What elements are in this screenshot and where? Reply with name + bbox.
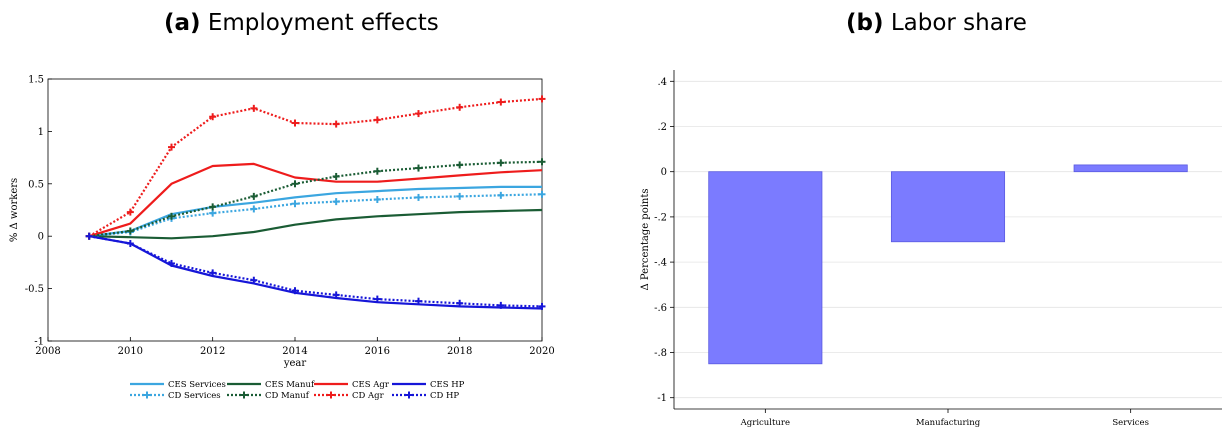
x-tick-label: 2020 [529, 346, 554, 357]
series-ces-services [89, 185, 542, 238]
y-tick-label: -0.5 [25, 284, 44, 295]
x-axis-label: year [283, 358, 307, 369]
legend-label-cd-agr: CD Agr [352, 391, 385, 401]
bar-agriculture [708, 171, 823, 365]
employment-effects-line-chart: 2008 2010 2012 2014 2016 2018 2020 -1 -0.5 0 0.5 1 1… [9, 75, 555, 402]
x-tick-label: 2012 [200, 346, 225, 357]
series-cd-manuf [85, 158, 546, 240]
series-line-ces-manuf [89, 208, 543, 240]
y-axis-label: Δ Percentage points [640, 188, 651, 290]
x-tick-label: 2016 [365, 346, 390, 357]
legend-label-ces-manuf: CES Manuf [265, 380, 315, 390]
y-tick-label: -.6 [654, 303, 667, 314]
y-tick-label: 1.5 [28, 75, 44, 86]
legend-label-ces-agr: CES Agr [352, 380, 390, 390]
y-tick-label: .4 [657, 77, 667, 88]
bar-services [1073, 164, 1188, 173]
panel-b-letter: (b) [846, 10, 884, 36]
panel-b-title: (b) Labor share [846, 10, 1027, 36]
y-tick-label: 1 [38, 127, 44, 138]
series-line-cd-services [89, 193, 543, 238]
series-line-ces-hp [89, 235, 543, 310]
y-tick-label: -.4 [654, 258, 667, 269]
x-tick-label-manufacturing: Manufacturing [916, 418, 981, 428]
y-tick-label: 0 [661, 167, 667, 178]
x-tick-label-agriculture: Agriculture [740, 418, 790, 428]
legend-label-ces-hp: CES HP [430, 380, 465, 390]
x-tick-label: 2008 [35, 346, 60, 357]
panel-a-title: (a) Employment effects [164, 10, 439, 36]
panel-b-title-text: Labor share [890, 10, 1027, 36]
y-tick-label: -.2 [654, 212, 667, 223]
bar-manufacturing [890, 171, 1006, 243]
x-tick-label-services: Services [1112, 418, 1149, 428]
x-tick-label: 2014 [282, 346, 307, 357]
series-ces-hp [89, 235, 543, 310]
panel-a-title-text: Employment effects [207, 10, 439, 36]
y-axis-label: % Δ workers [9, 178, 20, 242]
x-tick-label: 2010 [118, 346, 143, 357]
y-tick-label: .2 [657, 122, 667, 133]
series-line-ces-services [89, 185, 542, 238]
legend-label-cd-services: CD Services [168, 391, 221, 401]
series-line-cd-manuf [89, 160, 543, 238]
x-tick-label: 2018 [447, 346, 472, 357]
legend: CES Services CES Manuf CES Agr CES HP CD Ser… [130, 380, 465, 401]
series-ces-manuf [89, 208, 543, 240]
legend-label-cd-hp: CD HP [430, 391, 459, 401]
y-tick-label: -1 [657, 393, 667, 404]
legend-label-cd-manuf: CD Manuf [265, 391, 310, 401]
legend-label-ces-services: CES Services [168, 380, 226, 390]
y-tick-label: 0 [38, 232, 44, 243]
series-cd-hp [85, 232, 546, 310]
y-tick-label: -1 [34, 337, 44, 348]
panel-a-letter: (a) [164, 10, 201, 36]
y-tick-label: -.8 [654, 348, 667, 359]
series-cd-agr [85, 95, 546, 240]
y-tick-label: 0.5 [28, 179, 44, 190]
